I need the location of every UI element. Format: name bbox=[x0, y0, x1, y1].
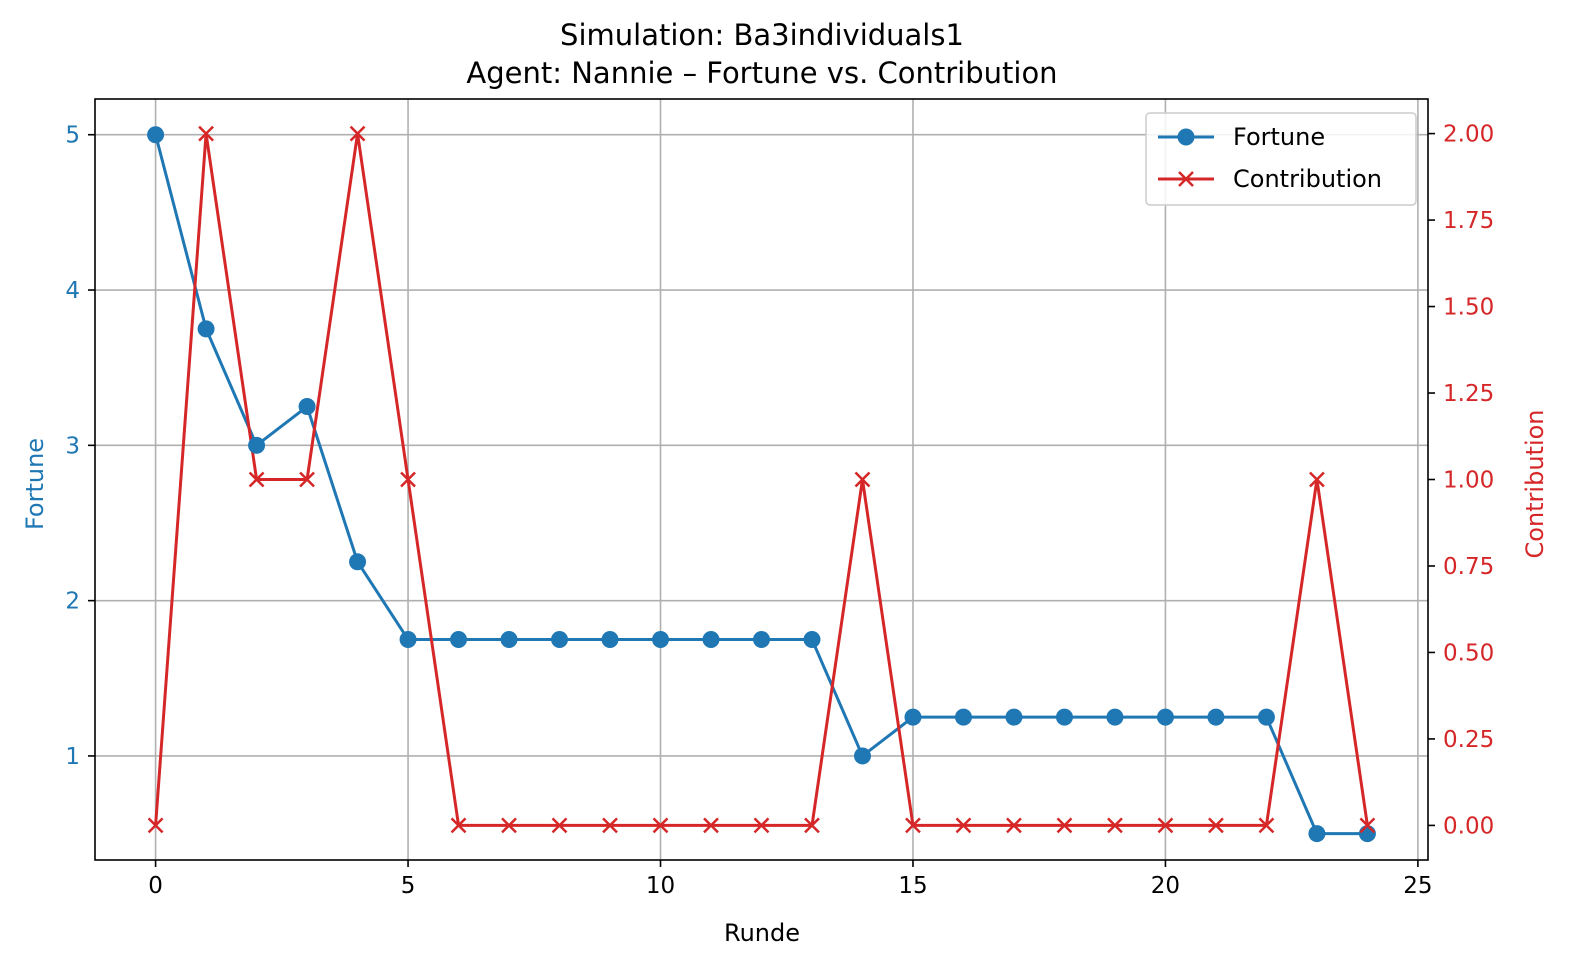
y-right-tick-label: 2.00 bbox=[1443, 122, 1494, 148]
y-right-tick-label: 1.25 bbox=[1443, 381, 1494, 407]
grid bbox=[95, 99, 1428, 860]
y-right-tick-label: 1.75 bbox=[1443, 208, 1494, 234]
contribution-point bbox=[652, 817, 669, 834]
contribution-point bbox=[147, 817, 164, 834]
y-left-tick-label: 1 bbox=[65, 744, 80, 770]
y-axis-right: 0.00 0.25 0.50 0.75 1.00 1.25 1.50 1.75 2.00 bbox=[1428, 122, 1494, 839]
series-lines bbox=[154, 132, 1369, 836]
x-tick-label: 10 bbox=[646, 873, 675, 899]
fortune-point bbox=[702, 630, 720, 648]
contribution-point bbox=[1056, 817, 1073, 834]
contribution-point bbox=[1107, 817, 1123, 834]
contribution-point bbox=[349, 125, 366, 142]
fortune-point bbox=[399, 630, 417, 648]
contribution-point bbox=[804, 817, 820, 834]
fortune-point bbox=[601, 630, 619, 648]
contribution-point bbox=[1359, 817, 1376, 834]
contribution-point bbox=[1309, 471, 1325, 488]
contribution-point bbox=[299, 471, 315, 488]
contribution-point bbox=[1006, 817, 1022, 834]
fortune-point bbox=[1308, 825, 1326, 843]
fortune-point bbox=[1257, 708, 1275, 726]
y-left-tick-label: 5 bbox=[65, 123, 80, 149]
x-tick-label: 25 bbox=[1403, 873, 1432, 899]
y-right-tick-label: 0.75 bbox=[1443, 554, 1494, 580]
x-tick-label: 15 bbox=[898, 873, 927, 899]
y-left-tick-label: 4 bbox=[65, 278, 80, 304]
fortune-point bbox=[298, 398, 316, 416]
legend: Fortune Contribution bbox=[1145, 112, 1417, 206]
fortune-point bbox=[147, 126, 165, 144]
fortune-point bbox=[1005, 708, 1023, 726]
contribution-point bbox=[551, 817, 568, 834]
legend-contribution-marker bbox=[1178, 171, 1194, 187]
fortune-point bbox=[1358, 825, 1376, 843]
y-left-tick-label: 3 bbox=[65, 433, 80, 459]
x-tick-label: 0 bbox=[148, 873, 163, 899]
fortune-point bbox=[803, 630, 821, 648]
y-axis-left-label: Fortune bbox=[21, 438, 49, 530]
contribution-point bbox=[400, 471, 416, 488]
series-markers bbox=[147, 125, 1376, 843]
fortune-point bbox=[753, 630, 770, 648]
fortune-point bbox=[248, 436, 266, 454]
fortune-point bbox=[1156, 708, 1174, 726]
fortune-point bbox=[1207, 708, 1225, 726]
chart-subtitle: Agent: Nannie – Fortune vs. Contribution bbox=[466, 56, 1057, 90]
fortune-point bbox=[904, 708, 922, 726]
contribution-line bbox=[154, 132, 1369, 827]
y-right-tick-label: 1.50 bbox=[1443, 295, 1494, 321]
contribution-point bbox=[1157, 817, 1174, 834]
y-right-tick-label: 0.50 bbox=[1443, 640, 1494, 666]
fortune-point bbox=[500, 630, 518, 648]
y-axis-right-label: Contribution bbox=[1521, 409, 1549, 558]
y-right-tick-label: 0.25 bbox=[1443, 727, 1494, 753]
y-axis-left: 1 2 3 4 5 bbox=[65, 123, 95, 770]
contribution-point bbox=[248, 471, 265, 488]
chart-title: Simulation: Ba3individuals1 bbox=[560, 18, 964, 52]
contribution-point bbox=[955, 817, 972, 834]
contribution-point bbox=[854, 471, 871, 488]
contribution-point bbox=[501, 817, 517, 834]
contribution-point bbox=[905, 817, 921, 834]
y-left-tick-label: 2 bbox=[65, 589, 80, 615]
fortune-point bbox=[551, 630, 569, 648]
x-tick-label: 5 bbox=[401, 873, 416, 899]
fortune-point bbox=[652, 630, 670, 648]
y-right-tick-label: 1.00 bbox=[1443, 468, 1494, 494]
fortune-point bbox=[197, 320, 215, 338]
contribution-point bbox=[1258, 817, 1275, 834]
legend-fortune-label: Fortune bbox=[1233, 123, 1325, 151]
contribution-point bbox=[450, 817, 467, 834]
y-right-tick-label: 0.00 bbox=[1443, 813, 1494, 839]
fortune-point bbox=[1055, 708, 1073, 726]
fortune-line bbox=[154, 134, 1368, 836]
fortune-point bbox=[853, 747, 871, 765]
x-tick-label: 20 bbox=[1151, 873, 1180, 899]
contribution-point bbox=[703, 817, 719, 834]
contribution-point bbox=[1208, 817, 1224, 834]
fortune-point bbox=[450, 630, 468, 648]
x-axis: 0 5 10 15 20 25 bbox=[148, 860, 1433, 899]
fortune-point bbox=[954, 708, 972, 726]
contribution-point bbox=[602, 817, 618, 834]
x-axis-label: Runde bbox=[724, 919, 800, 947]
legend-fortune-marker bbox=[1177, 128, 1195, 146]
contribution-point bbox=[753, 817, 770, 834]
contribution-point bbox=[198, 125, 214, 142]
legend-contribution-label: Contribution bbox=[1233, 165, 1382, 193]
fortune-point bbox=[349, 553, 367, 571]
fortune-point bbox=[1106, 708, 1124, 726]
